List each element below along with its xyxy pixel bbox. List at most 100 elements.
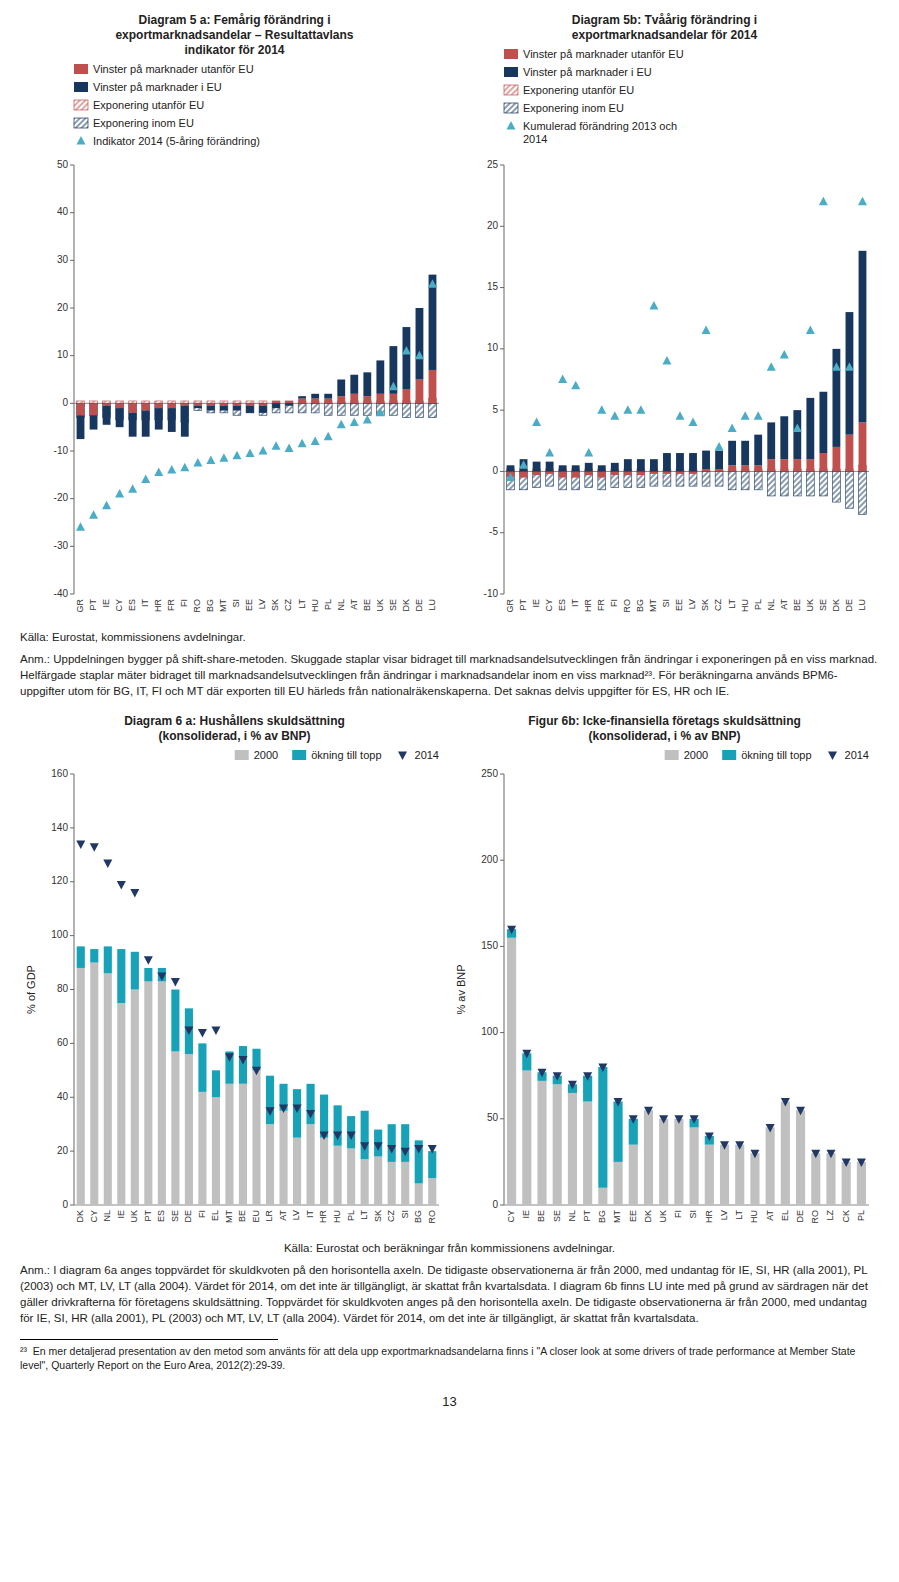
x-tick-label: DE: [414, 599, 424, 612]
bar: [129, 401, 137, 403]
bar: [585, 463, 593, 472]
bars: [77, 947, 437, 1206]
bar: [598, 471, 606, 477]
bar: [750, 1154, 759, 1206]
marker: [842, 1159, 851, 1168]
bar: [533, 462, 541, 472]
x-tick-label: LT: [727, 599, 737, 609]
bar: [715, 469, 723, 471]
bar: [272, 403, 280, 413]
x-tick-label: EE: [244, 599, 254, 611]
y-tick-label: 20: [57, 1145, 69, 1156]
x-tick-label: HU: [332, 1210, 342, 1223]
bar: [389, 346, 397, 394]
x-tick-label: IE: [101, 599, 111, 608]
x-tick-label: GR: [75, 598, 85, 612]
bar: [225, 1084, 233, 1205]
x-tick-label: ES: [557, 599, 567, 611]
marker: [272, 441, 281, 450]
marker: [754, 411, 763, 420]
marker: [720, 1142, 729, 1151]
marker: [583, 1073, 592, 1082]
chart-title: Figur 6b: Icke-finansiella företags skul…: [528, 714, 801, 743]
x-tick-label: MT: [612, 1210, 622, 1223]
x-tick-label: RO: [192, 599, 202, 613]
marker: [360, 1143, 369, 1152]
y-tick-label: 60: [57, 1037, 69, 1048]
legend-item: 2000: [665, 749, 708, 761]
y-tick-label: 10: [57, 349, 69, 360]
bar: [735, 1145, 744, 1205]
x-tick-label: ES: [127, 599, 137, 611]
x-tick-label: HR: [704, 1210, 714, 1223]
legend-swatch: [504, 85, 518, 95]
bar: [259, 403, 267, 405]
bar: [767, 459, 775, 471]
bar: [311, 403, 319, 413]
y-tick: [500, 1119, 504, 1120]
legend-label: Vinster på marknader utanför EU: [523, 48, 684, 60]
bar: [806, 471, 814, 496]
y-tick-label: 100: [51, 930, 68, 941]
bar: [117, 1003, 125, 1205]
legend-swatch: [74, 118, 88, 128]
x-tick-label: CY: [544, 599, 554, 612]
bar: [766, 1128, 775, 1206]
markers: [506, 197, 867, 481]
bar: [705, 1145, 714, 1205]
marker: [311, 436, 320, 445]
marker: [389, 382, 398, 391]
x-tick-label: NL: [567, 1210, 577, 1222]
x-tick-label: BE: [362, 599, 372, 611]
bar: [781, 1102, 790, 1205]
y-tick-label: 160: [51, 768, 68, 779]
marker: [232, 451, 241, 460]
x-tick-label: LV: [719, 1210, 729, 1220]
bar: [715, 451, 723, 469]
legend-label-line: 2000: [254, 749, 278, 761]
marker: [806, 325, 815, 334]
bar: [689, 471, 697, 473]
bar: [259, 401, 267, 403]
marker: [584, 448, 593, 457]
bar: [546, 471, 554, 486]
bar: [266, 1125, 274, 1206]
chart: Diagram 5b: Tvåårig förändring iexportma…: [450, 10, 879, 620]
y-tick: [70, 260, 74, 261]
y-tick: [500, 594, 504, 595]
x-tick-label: UK: [805, 599, 815, 612]
marker: [553, 1073, 562, 1082]
bar: [598, 1188, 607, 1205]
x-tick-label: IE: [521, 1210, 531, 1219]
x-tick-label: SK: [270, 599, 280, 611]
legend-label-line: Vinster på marknader i EU: [93, 81, 222, 93]
bar: [559, 471, 567, 477]
bar: [155, 403, 163, 408]
chart: Diagram 5 a: Femårig förändring iexportm…: [20, 10, 449, 620]
marker: [728, 424, 737, 433]
marker: [610, 411, 619, 420]
marker: [198, 1030, 207, 1039]
chart: Figur 6b: Icke-finansiella företags skul…: [450, 711, 879, 1231]
bar: [103, 403, 111, 405]
marker: [184, 1027, 193, 1036]
y-tick-label: -30: [54, 540, 69, 551]
bar: [637, 471, 645, 475]
bar: [307, 1125, 315, 1206]
bar: [246, 401, 254, 403]
marker: [597, 405, 606, 414]
bar: [246, 406, 254, 413]
legend-item: Vinster på marknader i EU: [74, 81, 222, 93]
marker: [857, 1159, 866, 1168]
y-tick-label: 25: [487, 159, 499, 170]
bar: [116, 403, 124, 408]
bar: [637, 471, 645, 487]
legend-label-line: Vinster på marknader utanför EU: [93, 63, 254, 75]
bar: [144, 968, 152, 981]
bar: [104, 974, 112, 1206]
bar: [520, 471, 528, 489]
y-tick: [70, 1151, 74, 1152]
y-tick: [70, 212, 74, 213]
x-tick-label: FI: [179, 599, 189, 607]
x-tick-label: DK: [643, 1210, 653, 1223]
